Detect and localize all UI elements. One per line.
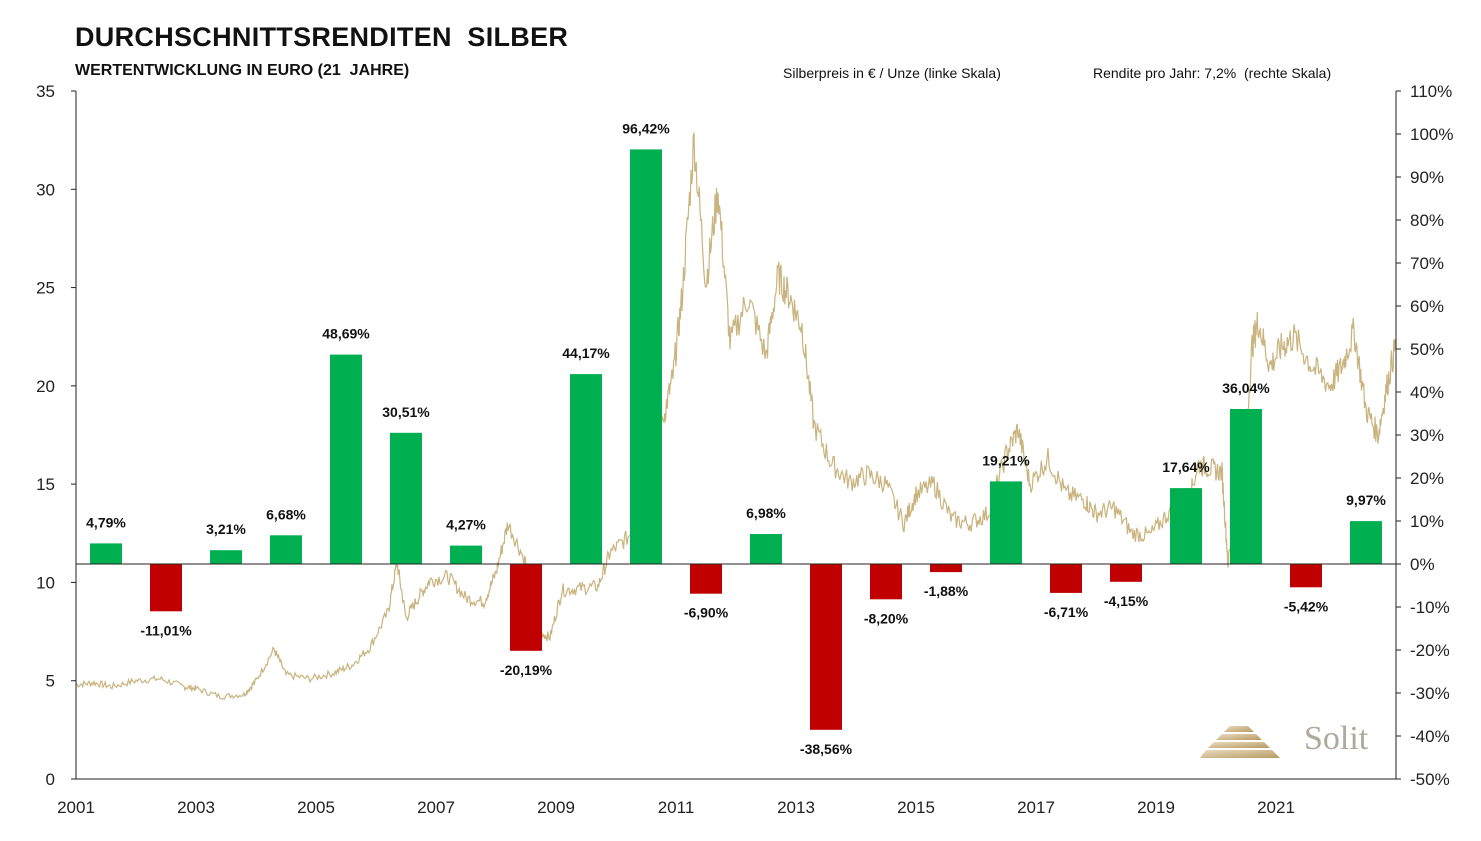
return-bar-2010 — [630, 149, 662, 564]
right-axis-tick-label: 10% — [1410, 512, 1444, 531]
bar-label-2008: -20,19% — [500, 662, 553, 678]
bar-label-2005: 48,69% — [322, 326, 370, 342]
right-axis-tick-label: 30% — [1410, 426, 1444, 445]
right-axis-tick-label: 90% — [1410, 168, 1444, 187]
right-axis-tick-label: -40% — [1410, 727, 1450, 746]
left-axis-tick-label: 15 — [36, 475, 55, 494]
right-axis-tick-label: 70% — [1410, 254, 1444, 273]
return-bar-2002 — [150, 564, 182, 612]
bar-label-2015: -1,88% — [924, 583, 969, 599]
x-axis-tick-label: 2009 — [537, 798, 575, 817]
right-axis-tick-label: -20% — [1410, 641, 1450, 660]
return-bar-2017 — [1050, 564, 1082, 593]
left-axis-tick-label: 5 — [46, 672, 55, 691]
left-axis-tick-label: 35 — [36, 82, 55, 101]
right-axis-tick-label: 100% — [1410, 125, 1453, 144]
solit-logo-icon — [1200, 726, 1280, 758]
bar-label-2019: 17,64% — [1162, 459, 1210, 475]
bar-label-2002: -11,01% — [140, 622, 192, 638]
x-axis-tick-label: 2003 — [177, 798, 215, 817]
return-bar-2004 — [270, 535, 302, 564]
right-axis-tick-label: -50% — [1410, 770, 1450, 789]
right-axis-tick-label: 0% — [1410, 555, 1435, 574]
x-axis-tick-label: 2017 — [1017, 798, 1055, 817]
x-axis-tick-label: 2013 — [777, 798, 815, 817]
bar-value-labels: 4,79% -11,01% 3,21% 6,68% 48,69% 30,51% 4,27% -… — [86, 120, 1386, 756]
return-bar-2009 — [570, 374, 602, 564]
return-bar-2013 — [810, 564, 842, 730]
right-axis-tick-label: 40% — [1410, 383, 1444, 402]
bar-label-2004: 6,68% — [266, 506, 306, 522]
chart-subtitle: WERTENTWICKLUNG IN EURO (21 JAHRE) — [75, 62, 410, 79]
x-axis-tick-label: 2019 — [1137, 798, 1175, 817]
left-axis-tick-label: 0 — [46, 770, 55, 789]
chart-title: DURCHSCHNITTSRENDITEN SILBER — [75, 22, 569, 52]
x-axis-tick-label: 2001 — [57, 798, 95, 817]
bar-label-2022: 9,97% — [1346, 492, 1386, 508]
return-bar-2022 — [1350, 521, 1382, 564]
return-bar-2019 — [1170, 488, 1202, 564]
right-axis-tick-label: -10% — [1410, 598, 1450, 617]
x-axis-tick-label: 2015 — [897, 798, 935, 817]
x-axis-tick-label: 2005 — [297, 798, 335, 817]
bar-label-2009: 44,17% — [562, 345, 610, 361]
x-axis-tick-label: 2011 — [658, 798, 695, 817]
legend-annual-return: Rendite pro Jahr: 7,2% (rechte Skala) — [1093, 65, 1332, 81]
return-bar-2011 — [690, 564, 722, 594]
solit-logo-text: Solit — [1304, 720, 1369, 757]
return-bar-2008 — [510, 564, 542, 651]
return-bar-2018 — [1110, 564, 1142, 582]
right-axis-tick-label: 50% — [1410, 340, 1444, 359]
bar-label-2003: 3,21% — [206, 521, 246, 537]
left-axis-tick-label: 10 — [36, 573, 55, 592]
right-axis-tick-label: 20% — [1410, 469, 1444, 488]
return-bar-2001 — [90, 543, 122, 564]
bar-label-2013: -38,56% — [800, 741, 853, 757]
return-bar-2012 — [750, 534, 782, 564]
return-bar-2005 — [330, 354, 362, 564]
right-axis-tick-label: 60% — [1410, 297, 1444, 316]
left-axis-tick-label: 20 — [36, 377, 55, 396]
x-axis-tick-label: 2007 — [417, 798, 455, 817]
return-bar-2003 — [210, 550, 242, 564]
return-bar-2016 — [990, 481, 1022, 564]
bar-label-2007: 4,27% — [446, 517, 486, 533]
bar-label-2012: 6,98% — [746, 505, 786, 521]
bar-label-2010: 96,42% — [622, 120, 670, 136]
return-bar-2020 — [1230, 409, 1262, 564]
bar-label-2018: -4,15% — [1104, 593, 1149, 609]
x-axis-tick-label: 2021 — [1257, 798, 1295, 817]
return-bar-2014 — [870, 564, 902, 600]
bar-label-2006: 30,51% — [382, 404, 430, 420]
bar-label-2016: 19,21% — [982, 452, 1030, 468]
annual-return-bars — [90, 149, 1382, 730]
return-bar-2007 — [450, 545, 482, 564]
bar-label-2001: 4,79% — [86, 514, 126, 530]
bar-label-2017: -6,71% — [1044, 604, 1089, 620]
right-axis-tick-label: 80% — [1410, 211, 1444, 230]
bar-label-2021: -5,42% — [1284, 598, 1329, 614]
return-bar-2015 — [930, 564, 962, 573]
silver-price-line — [75, 132, 1397, 700]
silver-price-series — [75, 132, 1397, 700]
bar-label-2020: 36,04% — [1222, 380, 1270, 396]
legend-silver-price: Silberpreis in € / Unze (linke Skala) — [783, 65, 1001, 81]
return-bar-2006 — [390, 432, 422, 564]
left-axis-tick-label: 25 — [36, 279, 55, 298]
chart-axes: 0 5 10 15 20 25 30 35 -50% -40% -30% -20% -10% 0% 10% 2… — [36, 82, 1453, 817]
right-axis-tick-label: 110% — [1410, 82, 1452, 101]
right-axis-tick-label: -30% — [1410, 684, 1450, 703]
bar-label-2014: -8,20% — [864, 610, 909, 626]
return-bar-2021 — [1290, 564, 1322, 588]
bar-label-2011: -6,90% — [684, 605, 729, 621]
left-axis-tick-label: 30 — [36, 180, 55, 199]
